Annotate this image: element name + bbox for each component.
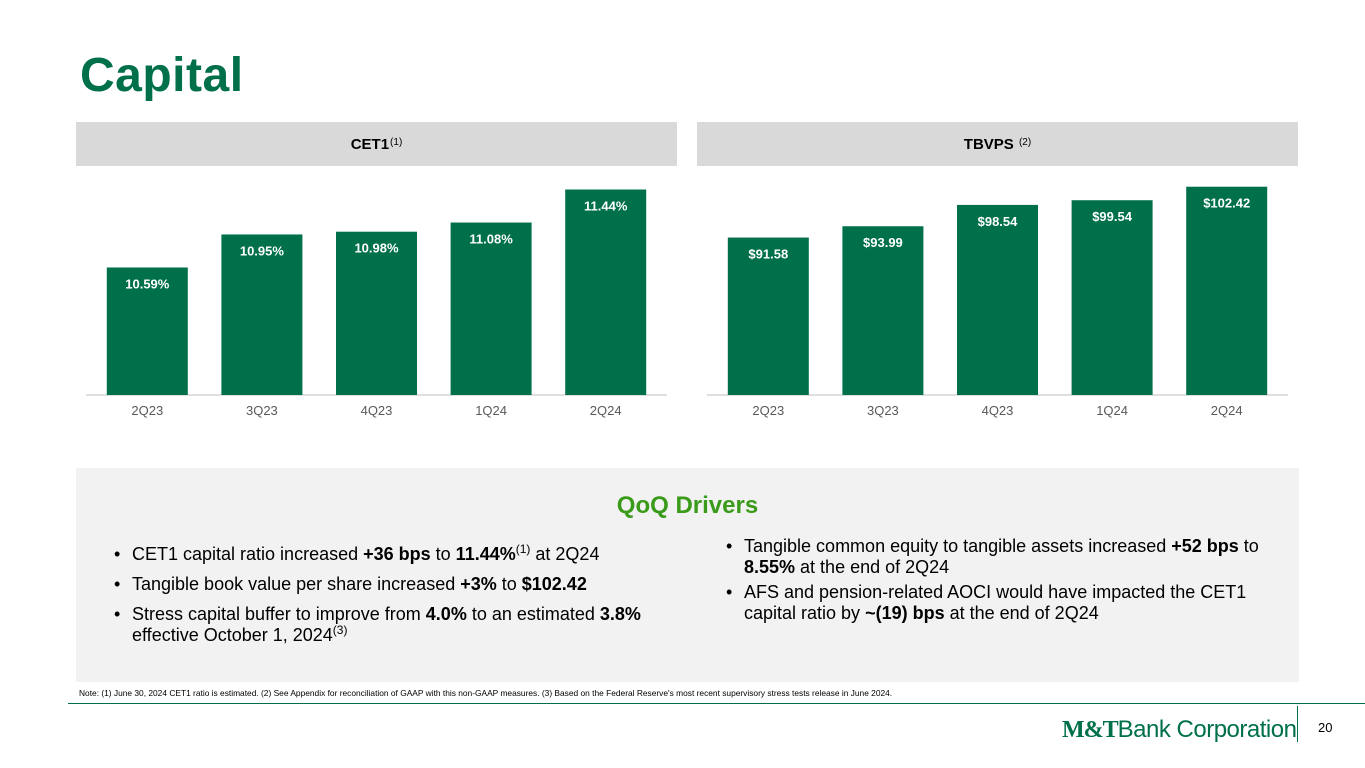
tbvps-data-label: $93.99 (863, 235, 903, 250)
drivers-left-list: CET1 capital ratio increased +36 bps to … (106, 542, 686, 655)
cet1-chart-svg: 10.59% 2Q23 10.95% 3Q23 10.98% 4Q23 11.08% 1Q24… (86, 189, 667, 418)
cet1-tick-label: 2Q23 (131, 403, 163, 418)
qoq-drivers-title: QoQ Drivers (616, 492, 759, 519)
cet1-data-label: 11.08% (469, 232, 513, 247)
tbvps-bar-3q23 (842, 226, 924, 395)
cet1-bar-2q24 (565, 189, 647, 395)
driver-text: Tangible common equity to tangible asset… (744, 536, 1172, 556)
tbvps-bar-2q23 (727, 237, 809, 395)
tbvps-panel-header: TBVPS (2) (697, 122, 1298, 166)
company-logo: M&TBank Corporation (1062, 716, 1297, 744)
driver-text: to an estimated (466, 604, 600, 624)
driver-bold: +3% (460, 574, 497, 594)
driver-bold: 3.8% (599, 604, 641, 624)
tbvps-chart-svg: $91.58 2Q23 $93.99 3Q23 $98.54 4Q23 $99.54 1Q24… (707, 186, 1288, 418)
tbvps-bar-1q24 (1071, 200, 1153, 395)
driver-bold: $102.42 (521, 574, 587, 594)
driver-text: AFS and pension-related AOCI would have … (744, 582, 1247, 623)
tbvps-data-label: $98.54 (978, 214, 1019, 229)
cet1-bar-chart: 10.59% 2Q23 10.95% 3Q23 10.98% 4Q23 11.08% 1Q24… (76, 170, 677, 430)
cet1-data-label: 10.59% (125, 276, 170, 291)
driver-stress-capital: Stress capital buffer to improve from 4.… (106, 604, 686, 646)
page-number: 20 (1318, 720, 1333, 735)
driver-bold: +36 bps (363, 544, 431, 564)
driver-text: Stress capital buffer to improve from (132, 604, 426, 624)
cet1-tick-label: 4Q23 (361, 403, 393, 418)
driver-text: at the end of 2Q24 (795, 557, 950, 577)
driver-text: at the end of 2Q24 (944, 603, 1099, 623)
footer-separator (1297, 706, 1298, 742)
driver-text: to (430, 544, 456, 564)
cet1-bar-4q23 (336, 231, 417, 395)
tbvps-tick-label: 4Q23 (982, 403, 1014, 418)
drivers-right-list: Tangible common equity to tangible asset… (718, 536, 1278, 628)
tbvps-tick-label: 2Q24 (1211, 403, 1243, 418)
page-title: Capital (80, 49, 244, 102)
tbvps-data-label: $91.58 (748, 247, 788, 262)
driver-bold: 4.0% (425, 604, 467, 624)
logo-mark: M&T (1062, 717, 1119, 743)
driver-text: at 2Q24 (530, 544, 600, 564)
cet1-bar-2q23 (106, 267, 188, 395)
tbvps-bar-4q23 (957, 204, 1038, 395)
logo-wordmark: Bank Corporation (1117, 716, 1297, 743)
cet1-tick-label: 3Q23 (246, 403, 278, 418)
cet1-header-footnote: (1) (390, 136, 403, 148)
driver-bold: +52 bps (1171, 536, 1239, 556)
driver-text: to (496, 574, 522, 594)
cet1-data-label: 10.98% (354, 241, 399, 256)
driver-footnote: (1) (515, 542, 531, 556)
footnote: Note: (1) June 30, 2024 CET1 ratio is es… (79, 688, 893, 698)
driver-bold: 8.55% (744, 557, 796, 577)
cet1-data-label: 10.95% (240, 243, 285, 258)
footer-divider (68, 703, 1365, 704)
driver-footnote: (3) (332, 623, 348, 637)
cet1-data-label: 11.44% (584, 199, 628, 214)
tbvps-tick-label: 2Q23 (752, 403, 784, 418)
cet1-bar-3q23 (221, 234, 303, 395)
cet1-panel-header: CET1 (1) (76, 122, 677, 166)
driver-text: effective October 1, 2024 (132, 625, 333, 645)
cet1-tick-label: 2Q24 (590, 403, 622, 418)
driver-bold: 11.44% (455, 544, 516, 564)
driver-text: CET1 capital ratio increased (132, 544, 364, 564)
cet1-tick-label: 1Q24 (475, 403, 507, 418)
driver-text: Tangible book value per share increased (132, 574, 461, 594)
driver-bold: ~(19) bps (865, 603, 945, 623)
tbvps-tick-label: 1Q24 (1096, 403, 1128, 418)
driver-aoci: AFS and pension-related AOCI would have … (718, 582, 1278, 624)
tbvps-header-label: TBVPS (963, 135, 1014, 153)
tbvps-bar-chart: $91.58 2Q23 $93.99 3Q23 $98.54 4Q23 $99.54 1Q24… (697, 170, 1298, 430)
tbvps-data-label: $102.42 (1203, 196, 1250, 211)
driver-text: to (1238, 536, 1259, 556)
qoq-drivers-panel: QoQ Drivers CET1 capital ratio increased… (76, 468, 1299, 682)
driver-cet1-ratio: CET1 capital ratio increased +36 bps to … (106, 542, 686, 565)
cet1-bar-1q24 (450, 222, 532, 395)
tbvps-tick-label: 3Q23 (867, 403, 899, 418)
cet1-header-label: CET1 (350, 135, 390, 153)
driver-tbvps: Tangible book value per share increased … (106, 574, 686, 595)
tbvps-data-label: $99.54 (1092, 209, 1133, 224)
tbvps-bar-2q24 (1186, 186, 1268, 395)
tbvps-header-footnote: (2) (1018, 136, 1032, 148)
driver-tce-ratio: Tangible common equity to tangible asset… (718, 536, 1278, 578)
